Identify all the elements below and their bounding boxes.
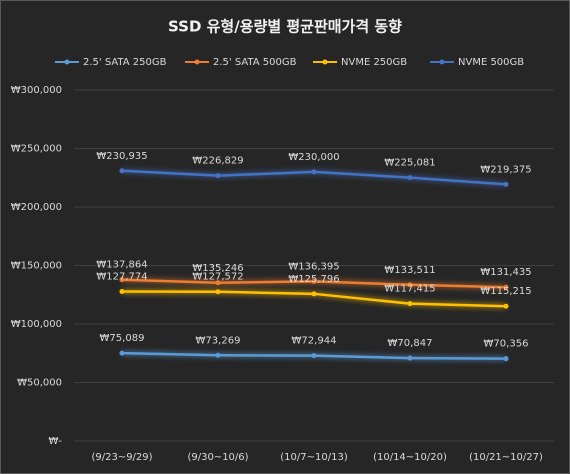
point [311, 291, 317, 297]
y-tick-label: ₩200,000 [11, 202, 62, 213]
point [311, 353, 317, 359]
legend-marker [322, 59, 328, 65]
point [311, 169, 317, 175]
y-tick-label: ₩300,000 [11, 85, 62, 96]
x-tick-label: (10/21~10/27) [469, 452, 543, 463]
data-label: ₩136,395 [288, 261, 339, 272]
point [503, 181, 509, 187]
legend-label: 2.5' SATA 250GB [83, 57, 167, 68]
data-label: ₩70,356 [484, 339, 529, 350]
data-label: ₩70,847 [388, 338, 433, 349]
y-tick-label: ₩100,000 [11, 319, 62, 330]
legend-label: NVME 250GB [341, 57, 407, 68]
legend: 2.5' SATA 250GB 2.5' SATA 500GB NVME 250GB… [55, 57, 524, 68]
y-tick-label: ₩- [49, 436, 63, 447]
x-tick-label: (9/23~9/29) [91, 452, 152, 463]
point [215, 280, 221, 286]
data-label: ₩73,269 [196, 335, 241, 346]
point [503, 356, 509, 362]
y-tick-label: ₩250,000 [11, 144, 62, 155]
legend-marker [194, 59, 200, 65]
point [119, 350, 125, 356]
x-tick-label: (9/30~10/6) [187, 452, 248, 463]
point [407, 175, 413, 181]
data-label: ₩115,215 [480, 286, 531, 297]
y-tick-label: ₩150,000 [11, 261, 62, 272]
data-label: ₩131,435 [480, 267, 531, 278]
point [407, 355, 413, 361]
point [503, 303, 509, 309]
point [215, 352, 221, 358]
point [119, 168, 125, 174]
y-tick-label: ₩50,000 [17, 378, 62, 389]
data-label: ₩135,246 [192, 263, 243, 274]
data-label: ₩117,415 [384, 284, 435, 295]
data-label: ₩133,511 [384, 265, 435, 276]
data-label: ₩127,774 [96, 272, 147, 283]
legend-label: NVME 500GB [458, 57, 524, 68]
point [215, 289, 221, 295]
data-label: ₩125,796 [288, 274, 339, 285]
data-label: ₩225,081 [384, 158, 435, 169]
data-label: ₩230,000 [288, 152, 339, 163]
point [311, 278, 317, 284]
data-label: ₩230,935 [96, 151, 147, 162]
data-label: ₩72,944 [292, 336, 337, 347]
data-label: ₩75,089 [100, 333, 145, 344]
x-tick-label: (10/14~10/20) [373, 452, 447, 463]
legend-marker [439, 59, 445, 65]
point [407, 301, 413, 307]
legend-marker [64, 59, 70, 65]
legend-label: 2.5' SATA 500GB [213, 57, 297, 68]
point [119, 289, 125, 295]
data-label: ₩127,572 [192, 272, 243, 283]
point [503, 284, 509, 290]
point [119, 277, 125, 283]
point [215, 173, 221, 179]
data-label: ₩137,864 [96, 260, 147, 271]
data-label: ₩219,375 [480, 164, 531, 175]
data-label: ₩226,829 [192, 156, 243, 167]
point [407, 282, 413, 288]
chart-title: SSD 유형/용량별 평균판매가격 동향 [168, 18, 402, 36]
x-tick-label: (10/7~10/13) [280, 452, 348, 463]
